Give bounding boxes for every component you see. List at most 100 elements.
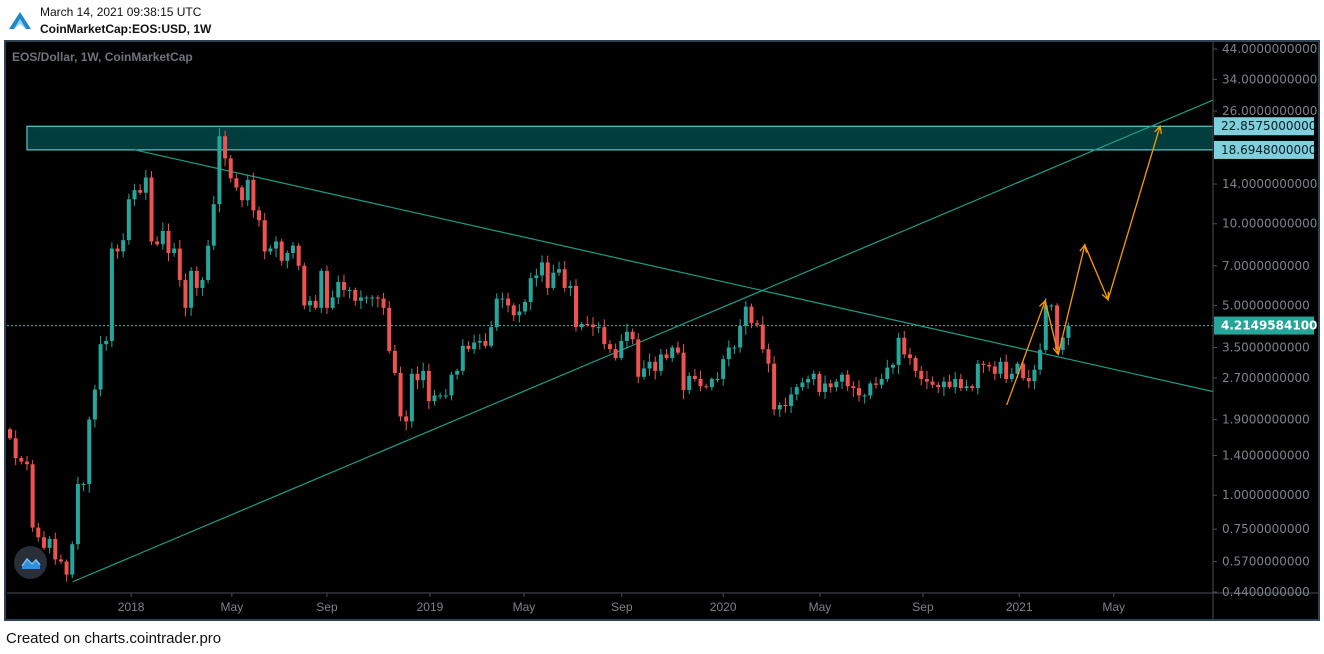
candle-body <box>998 361 1003 374</box>
candle-body <box>1066 325 1071 338</box>
candle-body <box>602 327 607 345</box>
candle-body <box>704 386 709 388</box>
candle <box>36 522 41 542</box>
price-tick-label: 44.0000000000 <box>1222 42 1317 56</box>
candle <box>868 381 873 400</box>
candle-body <box>590 324 595 328</box>
candle-body <box>8 429 12 439</box>
candle <box>87 416 92 493</box>
candle-body <box>70 544 75 575</box>
candle-body <box>568 285 573 288</box>
candle <box>517 304 522 323</box>
candle <box>245 174 250 207</box>
candle <box>1026 369 1031 389</box>
candle <box>489 321 494 348</box>
candle-body <box>1021 363 1026 379</box>
candle <box>902 330 907 359</box>
candle <box>890 362 895 374</box>
candle <box>873 376 878 389</box>
candle <box>455 368 460 380</box>
time-tick-label: May <box>221 600 244 614</box>
candle-body <box>664 354 669 359</box>
price-tick-label: 0.4400000000 <box>1222 585 1310 599</box>
candle <box>240 185 245 208</box>
price-tick-label: 3.5000000000 <box>1222 340 1310 354</box>
candle-body <box>500 298 505 300</box>
candle-body <box>902 337 907 355</box>
candle-body <box>607 344 612 350</box>
candle <box>381 292 386 315</box>
candle-body <box>240 187 245 201</box>
candle <box>336 275 341 305</box>
candle <box>251 172 256 218</box>
candle-body <box>115 248 120 252</box>
candle-body <box>155 241 160 245</box>
candle <box>183 273 188 317</box>
candle <box>958 373 963 392</box>
candle <box>992 361 997 381</box>
candle-body <box>200 280 205 288</box>
candle-body <box>823 383 828 392</box>
candle-body <box>206 245 211 281</box>
candle-body <box>53 538 58 560</box>
candle-body <box>936 384 941 388</box>
candle-body <box>189 270 194 308</box>
candle <box>964 379 969 392</box>
candle-body <box>749 306 754 324</box>
candle-body <box>460 345 465 371</box>
time-tick-label: 2019 <box>417 600 444 614</box>
candle-body <box>353 289 358 301</box>
candle <box>466 341 471 352</box>
candle <box>919 366 924 386</box>
projection-path[interactable] <box>1006 125 1161 406</box>
price-tick-label: 10.0000000000 <box>1222 217 1317 231</box>
candle <box>789 387 794 414</box>
ascending-support-trendline[interactable] <box>72 99 1213 583</box>
candle-body <box>551 272 556 288</box>
candle <box>862 393 867 404</box>
candle-body <box>721 359 726 379</box>
candle-body <box>709 378 714 388</box>
candle-body <box>958 378 963 389</box>
time-tick-label: May <box>1102 600 1125 614</box>
candle <box>302 262 307 310</box>
candle-body <box>783 404 788 407</box>
candle-body <box>421 370 426 381</box>
candle <box>98 336 103 397</box>
candle-body <box>907 354 912 359</box>
candle-body <box>692 375 697 379</box>
candle <box>392 344 397 376</box>
candle <box>421 362 426 389</box>
candle <box>206 239 211 284</box>
candle <box>19 455 24 465</box>
candle-body <box>279 241 284 261</box>
candle <box>941 376 946 397</box>
current-price-tag <box>1214 316 1314 335</box>
candle-body <box>381 298 386 308</box>
candle <box>375 295 380 308</box>
candle <box>794 384 799 401</box>
candle <box>404 410 409 431</box>
candle-body <box>1015 363 1020 374</box>
candle <box>879 373 884 389</box>
candle-body <box>890 364 895 368</box>
candle <box>687 372 692 395</box>
candle <box>217 128 222 213</box>
candle <box>409 368 414 428</box>
candle <box>257 206 262 227</box>
candle-body <box>387 307 392 351</box>
candle-body <box>228 158 233 179</box>
projection-arrowhead-icon <box>1101 291 1110 302</box>
candle-body <box>540 262 545 276</box>
time-tick-label: Sep <box>611 600 633 614</box>
resistance-zone[interactable] <box>26 125 1215 151</box>
candle <box>166 223 171 262</box>
candle <box>398 366 403 422</box>
candle <box>924 370 929 390</box>
candle <box>749 303 754 329</box>
candle-body <box>562 269 567 288</box>
snapshot-timestamp: March 14, 2021 09:38:15 UTC <box>40 5 202 19</box>
candle-body <box>687 375 692 391</box>
descending-resistance-trendline[interactable] <box>134 149 1213 393</box>
